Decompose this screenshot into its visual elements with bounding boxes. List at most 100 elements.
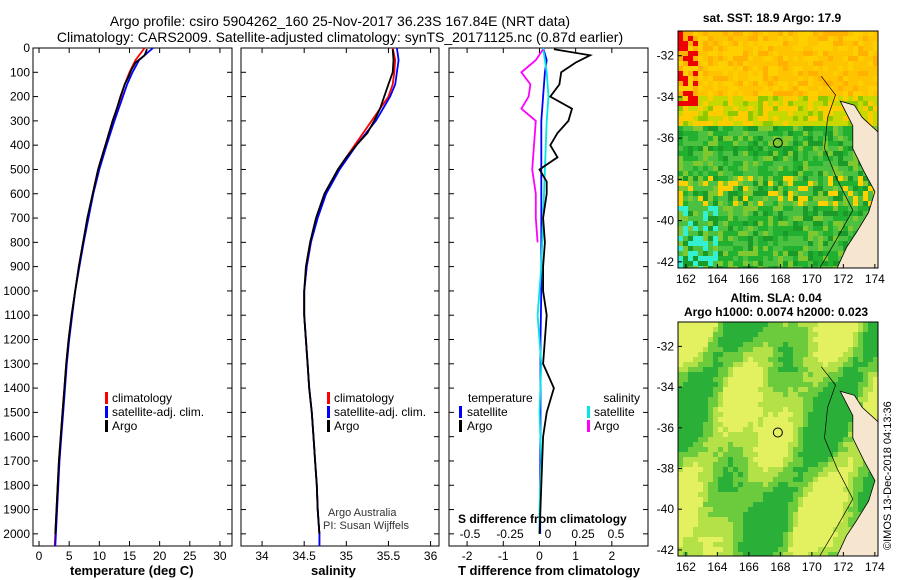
title-line-2: Climatology: CARS2009. Satellite-adjuste… bbox=[57, 29, 623, 45]
x-tick-label: 5 bbox=[66, 549, 73, 563]
map-y-tick-label: -42 bbox=[657, 543, 675, 557]
plot-frame bbox=[240, 47, 440, 547]
map-y-tick-label: -40 bbox=[657, 214, 675, 228]
map-x-tick-label: 166 bbox=[739, 272, 759, 286]
temperature-xlabel: temperature (deg C) bbox=[70, 563, 194, 578]
legend-label: satellite bbox=[467, 405, 508, 419]
series-line-s-argo bbox=[520, 48, 544, 243]
y-tick-label: 1800 bbox=[3, 478, 30, 492]
y-tick-label: 1500 bbox=[3, 405, 30, 419]
x2-tick-label: -0.25 bbox=[496, 527, 524, 541]
legend-swatch bbox=[105, 406, 108, 418]
series-line-argo bbox=[303, 49, 395, 534]
y-tick-label: 300 bbox=[10, 114, 30, 128]
plot-frame bbox=[448, 47, 649, 547]
sst-map-panel: 162 164 166 168 170 172 174 -32 -34 -36 -38 -40 -42 bbox=[657, 30, 885, 286]
map-x-tick-label: 168 bbox=[770, 560, 790, 574]
y-tick-label: 1600 bbox=[3, 430, 30, 444]
land bbox=[836, 100, 878, 268]
difference-x2label: S difference from climatology bbox=[458, 512, 627, 526]
map-x-tick-label: 174 bbox=[865, 560, 885, 574]
x-tick-label: 34 bbox=[255, 549, 269, 563]
y-tick-label: 600 bbox=[10, 187, 30, 201]
legend-swatch bbox=[327, 420, 330, 432]
series-line-t-argo bbox=[538, 48, 593, 534]
map-x-tick-label: 164 bbox=[707, 272, 727, 286]
difference-xlabel: T difference from climatology bbox=[458, 563, 641, 578]
sst-map-title: sat. SST: 18.9 Argo: 17.9 bbox=[703, 11, 842, 25]
x2-tick-label: -0.5 bbox=[460, 527, 481, 541]
argo-float-marker bbox=[772, 137, 783, 148]
map-x-tick-label: 174 bbox=[865, 272, 885, 286]
credit-line-1: Argo Australia bbox=[328, 507, 397, 519]
map-x-tick-label: 162 bbox=[676, 272, 696, 286]
x-tick-label: 0 bbox=[36, 549, 43, 563]
legend-label: Argo bbox=[594, 419, 620, 433]
map-x-tick-label: 166 bbox=[739, 560, 759, 574]
legend-label: satellite-adj. clim. bbox=[334, 405, 426, 419]
difference-panel: -2 -1 0 1 2 -0.5 -0.25 0 0.25 0.5 temperature salin… bbox=[448, 47, 649, 563]
argo-float-marker bbox=[772, 427, 783, 438]
map-y-tick-label: -32 bbox=[657, 49, 675, 63]
y-tick-label: 1300 bbox=[3, 357, 30, 371]
x-tick-label: -1 bbox=[498, 549, 509, 563]
map-x-tick-label: 170 bbox=[802, 560, 822, 574]
map-x-tick-label: 172 bbox=[833, 560, 853, 574]
map-x-tick-label: 172 bbox=[833, 272, 853, 286]
legend-swatch bbox=[105, 420, 108, 432]
map-x-tick-label: 162 bbox=[676, 560, 696, 574]
y-tick-label: 2000 bbox=[3, 527, 30, 541]
map-frame bbox=[677, 30, 879, 269]
map-y-tick-label: -36 bbox=[657, 131, 675, 145]
imos-watermark: ©IMOS 13-Dec-2018 04:13:36 bbox=[882, 401, 894, 550]
y-tick-label: 900 bbox=[10, 260, 30, 274]
map-y-tick-label: -42 bbox=[657, 255, 675, 269]
x-tick-label: 0 bbox=[536, 549, 543, 563]
map-y-tick-label: -38 bbox=[657, 172, 675, 186]
x-tick-label: 15 bbox=[123, 549, 137, 563]
x-tick-label: 34.5 bbox=[293, 549, 317, 563]
legend-swatch bbox=[459, 406, 462, 418]
plot-frame bbox=[32, 47, 233, 547]
y-tick-label: 1900 bbox=[3, 503, 30, 517]
legend-label: Argo bbox=[334, 419, 360, 433]
sla-map-panel: 162 164 166 168 170 172 174 -32 -34 -36 -38 -40 -42 bbox=[657, 321, 885, 574]
salinity-xlabel: salinity bbox=[311, 563, 357, 578]
y-tick-label: 1200 bbox=[3, 333, 30, 347]
y-tick-label: 1100 bbox=[4, 308, 30, 322]
x-tick-label: 1 bbox=[572, 549, 579, 563]
x-tick-label: 30 bbox=[213, 549, 227, 563]
map-y-tick-label: -36 bbox=[657, 421, 675, 435]
sla-field bbox=[678, 322, 878, 556]
x-tick-label: 25 bbox=[183, 549, 197, 563]
legend-swatch bbox=[327, 392, 330, 404]
y-tick-label: 700 bbox=[10, 211, 30, 225]
x-tick-label: 2 bbox=[608, 549, 615, 563]
series-line-argo bbox=[54, 48, 148, 534]
map-y-tick-label: -40 bbox=[657, 502, 675, 516]
temperature-panel: 0 5 10 15 20 25 300100200300400500600700800900… bbox=[3, 41, 233, 563]
map-y-tick-label: -34 bbox=[657, 380, 675, 394]
y-tick-label: 0 bbox=[23, 41, 30, 55]
legend-swatch bbox=[587, 406, 590, 418]
map-x-tick-label: 164 bbox=[707, 560, 727, 574]
map-y-tick-label: -34 bbox=[657, 90, 675, 104]
y-tick-label: 500 bbox=[10, 162, 30, 176]
sst-field bbox=[678, 31, 878, 268]
x-tick-label: -2 bbox=[462, 549, 473, 563]
legend-swatch bbox=[459, 420, 462, 432]
legend-label: climatology bbox=[112, 391, 172, 405]
x-tick-label: 35 bbox=[340, 549, 354, 563]
depth-contour bbox=[819, 76, 854, 268]
map-frame bbox=[677, 321, 879, 557]
x-tick-label: 20 bbox=[153, 549, 167, 563]
x-tick-label: 36 bbox=[424, 549, 438, 563]
legend-right-title: salinity bbox=[603, 391, 640, 405]
sla-map-title-1: Altim. SLA: 0.04 bbox=[730, 291, 822, 305]
y-tick-label: 200 bbox=[10, 90, 30, 104]
title-line-1: Argo profile: csiro 5904262_160 25-Nov-2… bbox=[110, 13, 570, 29]
credit-line-2: PI: Susan Wijffels bbox=[323, 520, 409, 532]
x2-tick-label: 0.25 bbox=[571, 527, 595, 541]
legend-left-title: temperature bbox=[468, 391, 533, 405]
